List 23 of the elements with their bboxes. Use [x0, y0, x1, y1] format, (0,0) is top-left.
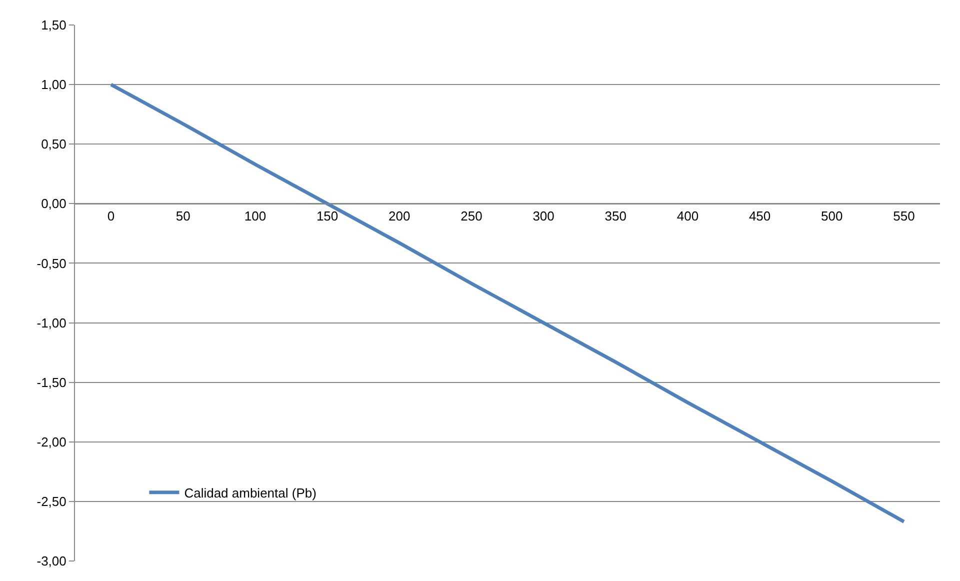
y-tick-label: -2,00: [36, 434, 66, 450]
x-tick-label: 350: [604, 208, 626, 224]
legend-label: Calidad ambiental (Pb): [184, 485, 316, 500]
x-tick-label: 0: [107, 208, 115, 224]
y-tick-label: -3,00: [36, 554, 66, 569]
y-tick-label: -0,50: [36, 256, 66, 271]
x-tick-label: 100: [244, 208, 266, 224]
y-tick-label: -1,00: [36, 315, 66, 330]
x-tick-label: 200: [388, 208, 410, 224]
x-tick-label: 500: [821, 208, 843, 224]
y-tick-label: 0,50: [41, 136, 66, 152]
x-tick-label: 50: [176, 208, 190, 224]
y-tick-label: 1,00: [41, 77, 66, 92]
y-tick-label: -2,50: [36, 494, 66, 509]
x-tick-label: 150: [316, 208, 338, 224]
x-tick-label: 400: [676, 208, 699, 224]
y-tick-label: 1,50: [41, 18, 66, 33]
y-tick-label: 0,00: [41, 196, 66, 212]
x-tick-label: 550: [893, 208, 915, 224]
x-tick-label: 300: [532, 208, 554, 224]
x-tick-label: 250: [460, 208, 482, 224]
y-tick-label: -1,50: [36, 374, 66, 390]
x-tick-label: 450: [748, 208, 771, 224]
